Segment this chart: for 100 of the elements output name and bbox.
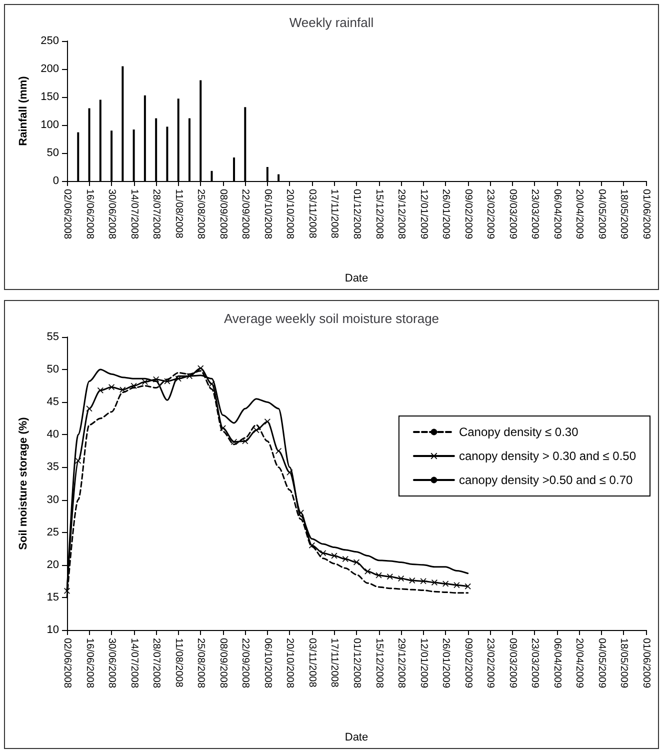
- point: [376, 572, 382, 578]
- point: [220, 425, 226, 432]
- x-tick-label: 11/08/2008: [172, 189, 184, 239]
- legend-label: Canopy density ≤ 0.30: [458, 425, 579, 439]
- point: [186, 373, 192, 380]
- point: [164, 378, 170, 384]
- x-tick-label: 01/06/2009: [640, 638, 652, 688]
- point: [242, 438, 248, 444]
- x-tick-label: 06/04/2009: [551, 189, 562, 240]
- x-tick-label: 14/07/2008: [128, 189, 140, 240]
- x-tick-label: 08/09/2008: [217, 638, 228, 688]
- y-tick-label: 40: [46, 428, 59, 441]
- y-tick-label: 250: [40, 35, 59, 47]
- x-tick-label: 15/12/2008: [373, 638, 384, 688]
- legend-label: canopy density >0.50 and ≤ 0.70: [458, 473, 633, 487]
- x-tick-label: 09/02/2009: [462, 189, 474, 240]
- y-tick-label: 35: [46, 461, 59, 474]
- point: [130, 382, 137, 389]
- x-tick-label: 06/10/2008: [262, 189, 273, 240]
- x-tick-label: 28/07/2008: [150, 638, 162, 688]
- x-tick-label: 26/01/2009: [440, 189, 452, 240]
- point: [398, 576, 404, 582]
- x-tick-label: 20/10/2008: [284, 638, 296, 688]
- x-tick-label: 23/02/2009: [484, 189, 496, 240]
- y-tick-label: 150: [40, 91, 59, 103]
- x-tick-label: 16/06/2008: [84, 638, 95, 688]
- point: [298, 510, 304, 516]
- x-tick-label: 18/05/2009: [618, 189, 630, 240]
- x-axis-title: Date: [344, 272, 368, 284]
- y-axis-title: Rainfall (mm): [18, 76, 30, 146]
- x-tick-label: 02/06/2008: [62, 189, 72, 240]
- y-axis-title: Soil moisture storage (%): [18, 416, 30, 550]
- x-tick-label: 08/09/2008: [217, 189, 228, 240]
- y-tick-label: 100: [40, 119, 59, 131]
- x-tick-label: 04/05/2009: [596, 638, 607, 688]
- x-tick-label: 01/12/2008: [351, 189, 362, 240]
- x-tick-label: 06/04/2009: [551, 638, 562, 688]
- x-tick-label: 06/10/2008: [262, 638, 273, 688]
- x-tick-label: 20/04/2009: [574, 638, 585, 688]
- x-tick-label: 09/02/2009: [462, 638, 474, 688]
- y-tick-label: 25: [46, 526, 59, 538]
- x-tick-label: 09/03/2009: [506, 189, 518, 240]
- x-tick-label: 23/03/2009: [529, 638, 540, 688]
- x-tick-label: 26/01/2009: [440, 638, 452, 688]
- x-tick-label: 30/06/2008: [106, 638, 118, 688]
- y-tick-label: 50: [46, 364, 59, 376]
- x-tick-label: 29/12/2008: [396, 638, 407, 688]
- x-tick-label: 12/01/2009: [418, 638, 429, 688]
- point: [364, 568, 371, 574]
- x-tick-label: 20/10/2008: [284, 189, 296, 240]
- x-tick-label: 20/04/2009: [574, 189, 585, 240]
- point: [97, 387, 104, 394]
- x-tick-label: 04/05/2009: [596, 189, 607, 240]
- x-tick-label: 25/08/2008: [195, 638, 206, 688]
- point: [331, 552, 338, 559]
- x-tick-label: 16/06/2008: [84, 189, 95, 240]
- x-tick-label: 18/05/2009: [618, 638, 630, 688]
- point: [431, 579, 438, 586]
- point: [264, 418, 270, 425]
- point: [276, 448, 282, 454]
- y-tick-label: 45: [46, 396, 59, 408]
- x-tick-label: 11/08/2008: [172, 638, 184, 688]
- point: [75, 458, 82, 464]
- point: [142, 378, 148, 385]
- x-tick-label: 29/12/2008: [396, 189, 407, 240]
- y-tick-label: 0: [52, 175, 59, 187]
- point: [64, 588, 70, 594]
- y-tick-label: 50: [46, 147, 59, 159]
- x-tick-label: 17/11/2008: [328, 638, 340, 688]
- x-tick-label: 01/06/2009: [640, 189, 652, 240]
- x-tick-label: 02/06/2008: [62, 638, 72, 688]
- x-tick-label: 15/12/2008: [373, 189, 384, 240]
- legend-label: canopy density > 0.30 and ≤ 0.50: [458, 449, 636, 463]
- y-tick-label: 15: [46, 591, 59, 604]
- x-tick-label: 28/07/2008: [150, 189, 162, 240]
- chart-title: Weekly rainfall: [289, 15, 374, 30]
- point: [420, 578, 426, 584]
- y-tick-label: 10: [46, 624, 59, 636]
- x-tick-label: 01/12/2008: [351, 638, 362, 688]
- x-tick-label: 14/07/2008: [128, 638, 140, 688]
- x-tick-label: 09/03/2009: [506, 638, 518, 688]
- x-tick-label: 03/11/2008: [306, 638, 318, 688]
- point: [108, 384, 115, 390]
- x-tick-label: 12/01/2009: [418, 189, 429, 240]
- x-tick-label: 22/09/2008: [240, 189, 251, 240]
- x-tick-label: 23/03/2009: [529, 189, 540, 240]
- x-tick-label: 23/02/2009: [484, 638, 496, 688]
- x-tick-label: 03/11/2008: [306, 189, 318, 239]
- point: [320, 550, 326, 556]
- point: [175, 376, 182, 382]
- x-tick-label: 25/08/2008: [195, 189, 206, 240]
- point: [386, 574, 393, 580]
- x-tick-label: 17/11/2008: [328, 189, 340, 239]
- x-axis-title: Date: [344, 732, 368, 744]
- x-tick-label: 30/06/2008: [106, 189, 118, 240]
- y-tick-label: 55: [46, 331, 59, 343]
- y-tick-label: 20: [46, 558, 59, 571]
- y-tick-label: 200: [40, 63, 59, 75]
- point: [464, 583, 471, 590]
- point: [120, 386, 126, 393]
